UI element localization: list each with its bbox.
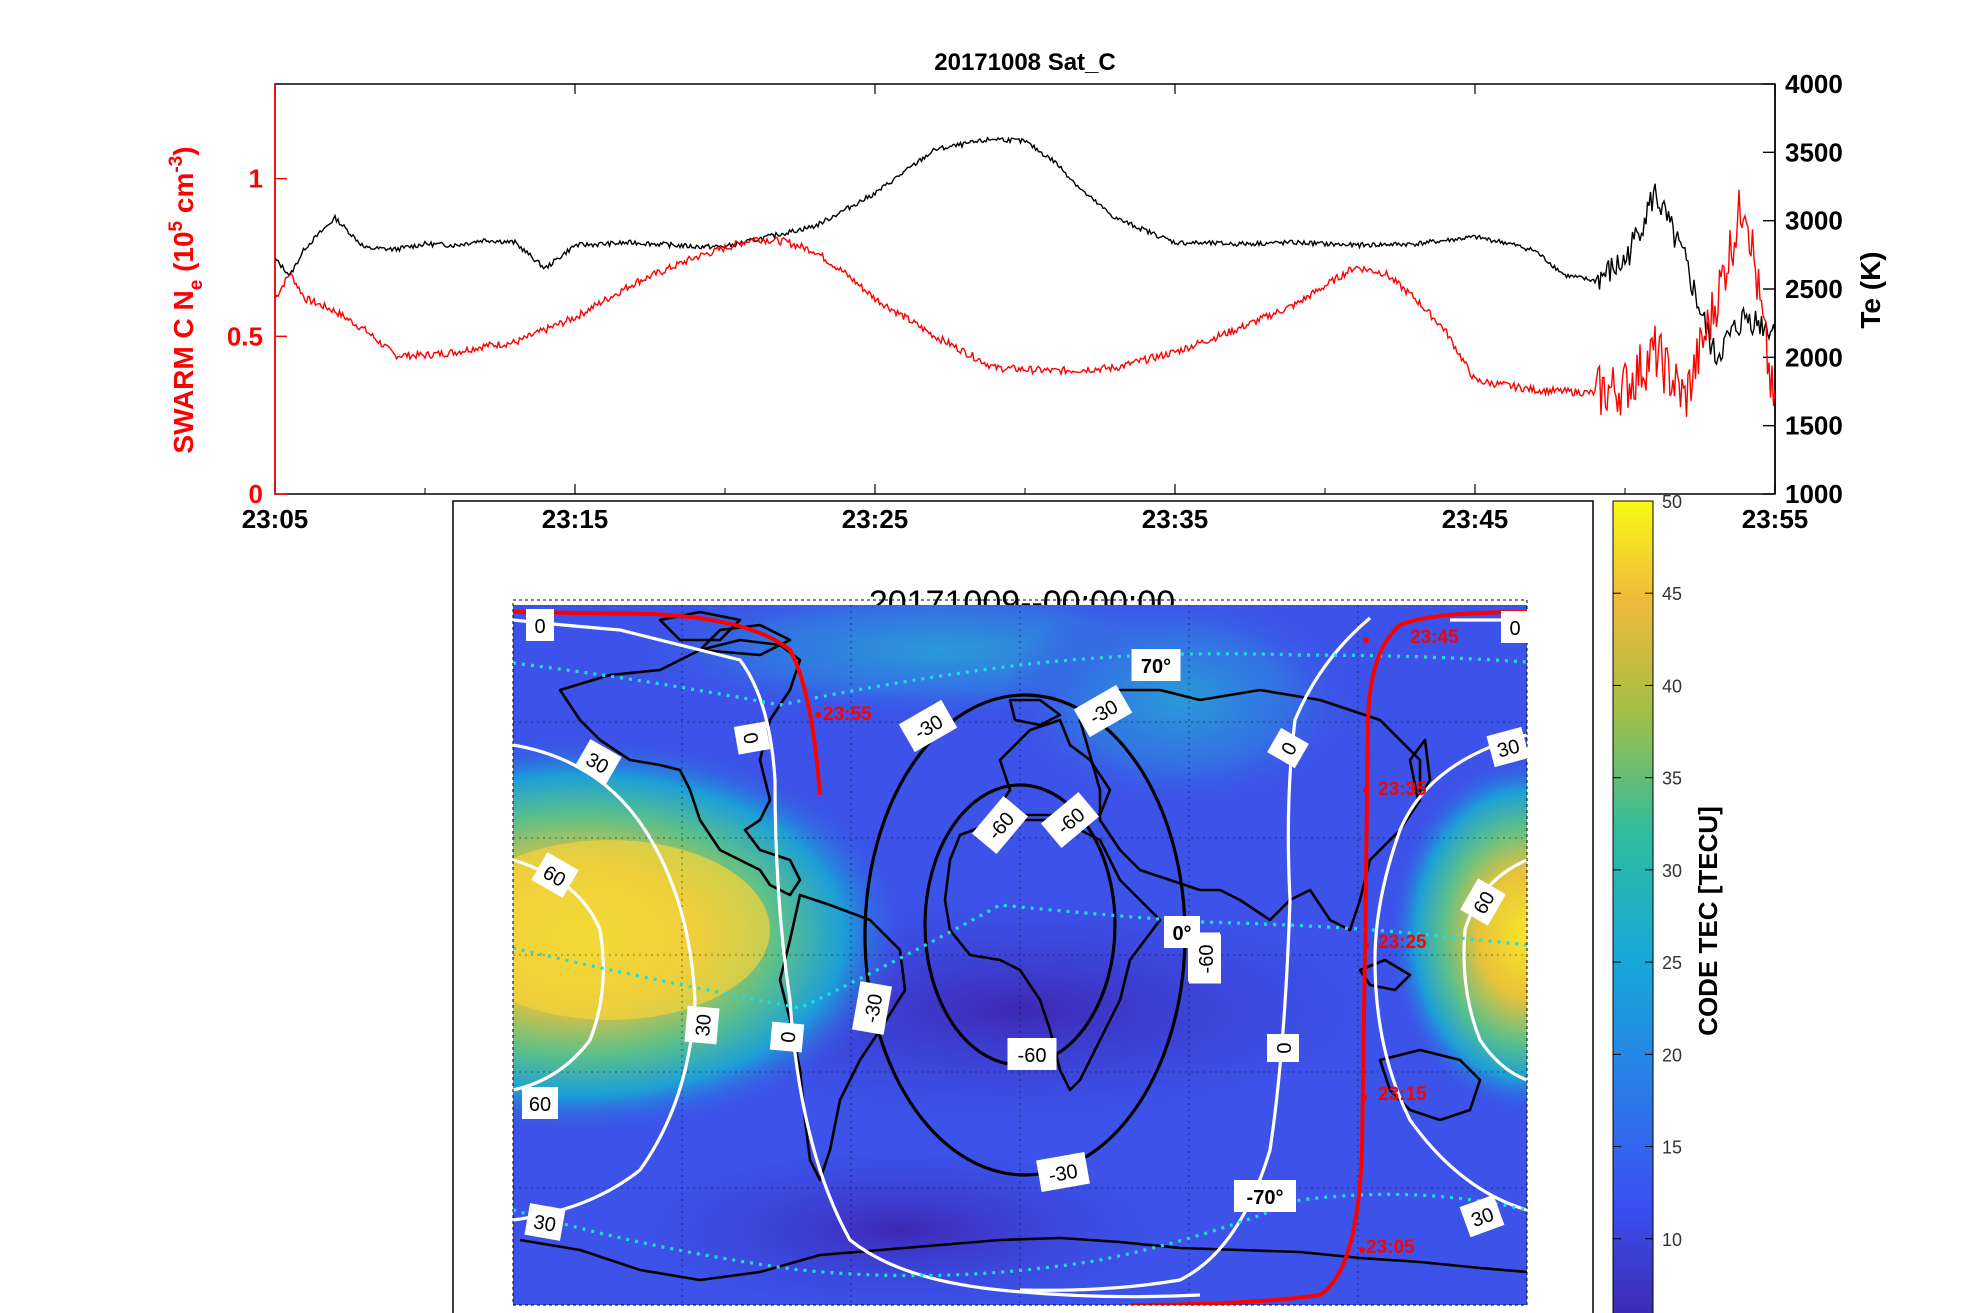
- track-time-label: 23:05: [1366, 1237, 1415, 1258]
- x-tick-label: 23:15: [542, 504, 609, 534]
- contour-label-white: 0: [526, 609, 554, 641]
- contour-label-white: 0: [733, 721, 771, 755]
- latitude-label: -70°: [1234, 1180, 1296, 1212]
- x-axis: 23:05 23:15 23:25 23:35 23:45 23:55: [242, 84, 1809, 534]
- colorbar: 10 15 20 25 30 35 40 45 50 CODE TEC [TECU]: [1612, 492, 1723, 1313]
- svg-text:-60: -60: [1018, 1045, 1047, 1067]
- colorbar-tick-label: 30: [1662, 861, 1682, 881]
- latitude-label: 0°: [1164, 916, 1200, 948]
- colorbar-gradient: [1612, 500, 1654, 1313]
- x-tick-label: 23:05: [242, 504, 309, 534]
- svg-text:0: 0: [738, 731, 762, 746]
- colorbar-ticks: 10 15 20 25 30 35 40 45 50: [1613, 492, 1682, 1250]
- colorbar-label: CODE TEC [TECU]: [1693, 806, 1723, 1036]
- coastlines: [519, 610, 1527, 1282]
- svg-text:-60: -60: [1196, 945, 1218, 974]
- magnetic-latitude-lines: [513, 652, 1527, 1278]
- contour-label-white: 30: [684, 1005, 720, 1045]
- contour-label-white: 30: [524, 1203, 566, 1241]
- map-labels: 0000003030303030606060-30-30-30-30-30-60…: [522, 609, 1530, 1241]
- colorbar-tick-label: 50: [1662, 492, 1682, 512]
- contour-label-white: 0: [1267, 1034, 1299, 1062]
- svg-text:0: 0: [778, 1031, 801, 1044]
- line-plot-frame: [274, 83, 1776, 495]
- y-right-tick-label: 3000: [1785, 206, 1843, 236]
- line-plot: 20171008 Sat_C 23:05 23:15 23:25 23:35 23:45…: [166, 49, 1886, 534]
- contour-label-black: -30: [1036, 1151, 1090, 1193]
- contour-label-black: -30: [851, 981, 893, 1035]
- series-ne-line: [275, 189, 1775, 417]
- latitude-label: 70°: [1131, 649, 1181, 681]
- series-te-line: [275, 136, 1775, 366]
- tec-map: [513, 605, 1527, 1305]
- track-time-label: 23:55: [823, 704, 872, 725]
- satellite-tracks: [513, 610, 1527, 1305]
- svg-text:30: 30: [692, 1013, 716, 1037]
- svg-text:-30: -30: [1047, 1161, 1079, 1188]
- y-axis-right: 1000 1500 2000 2500 3000 3500 4000: [1763, 69, 1843, 509]
- svg-text:-30: -30: [861, 992, 888, 1024]
- svg-text:0: 0: [1509, 618, 1520, 640]
- svg-text:0: 0: [1274, 1042, 1296, 1053]
- contour-label-white: 0: [1267, 727, 1309, 769]
- colorbar-tick-label: 10: [1662, 1230, 1682, 1250]
- svg-text:70°: 70°: [1141, 656, 1171, 678]
- colorbar-tick-label: 40: [1662, 676, 1682, 696]
- map-panel-frame: [452, 500, 1594, 1313]
- track-markers: [815, 637, 1369, 1253]
- svg-text:0: 0: [534, 616, 545, 638]
- colorbar-tick-label: 35: [1662, 769, 1682, 789]
- track-time-label: 23:25: [1378, 932, 1427, 953]
- y-axis-right-label: Te (K): [1855, 251, 1886, 328]
- track-time-label: 23:45: [1410, 627, 1459, 648]
- contour-label-black: -60: [1007, 1038, 1057, 1070]
- y-axis-left: 00.51: [227, 84, 287, 509]
- track-time-labels: 23:45 23:35 23:25 23:15 23:05 23:55: [823, 627, 1459, 1258]
- y-left-tick-label: 0.5: [227, 321, 263, 351]
- colorbar-tick-label: 20: [1662, 1045, 1682, 1065]
- y-right-tick-label: 1500: [1785, 411, 1843, 441]
- colorbar-tick-label: 45: [1662, 584, 1682, 604]
- track-time-label: 23:15: [1378, 1084, 1427, 1105]
- y-right-tick-label: 1000: [1785, 479, 1843, 509]
- track-time-label: 23:35: [1378, 779, 1427, 800]
- colorbar-tick-label: 15: [1662, 1138, 1682, 1158]
- y-right-tick-label: 2500: [1785, 274, 1843, 304]
- contour-label-white: 60: [531, 852, 579, 898]
- x-tick-label: 23:45: [1442, 504, 1509, 534]
- y-right-tick-label: 4000: [1785, 69, 1843, 99]
- contour-label-white: 30: [1486, 726, 1530, 768]
- contour-label-white: 0: [1501, 611, 1529, 643]
- svg-text:60: 60: [529, 1094, 551, 1116]
- contour-label-white: 0: [769, 1021, 805, 1053]
- y-left-tick-label: 0: [249, 479, 263, 509]
- contour-label-white: 30: [1459, 1194, 1505, 1238]
- svg-text:30: 30: [532, 1211, 558, 1237]
- svg-text:-70°: -70°: [1247, 1187, 1284, 1209]
- y-left-tick-label: 1: [249, 164, 263, 194]
- line-plot-title: 20171008 Sat_C: [934, 49, 1115, 76]
- map-frame: [512, 599, 1528, 1306]
- y-right-tick-label: 2000: [1785, 342, 1843, 372]
- x-tick-label: 23:55: [1742, 504, 1809, 534]
- tec-map-panel: 20171009--00:00:00: [452, 500, 1594, 1313]
- svg-text:0°: 0°: [1172, 923, 1191, 945]
- x-tick-label: 23:25: [842, 504, 909, 534]
- contour-label-white: 60: [1460, 878, 1506, 926]
- colorbar-tick-label: 25: [1662, 953, 1682, 973]
- x-tick-label: 23:35: [1142, 504, 1209, 534]
- contour-label-white: 60: [522, 1087, 558, 1119]
- y-right-tick-label: 3500: [1785, 137, 1843, 167]
- y-axis-left-label: SWARM C Ne (105 cm-3): [166, 146, 207, 453]
- contour-label-white: 30: [574, 739, 622, 785]
